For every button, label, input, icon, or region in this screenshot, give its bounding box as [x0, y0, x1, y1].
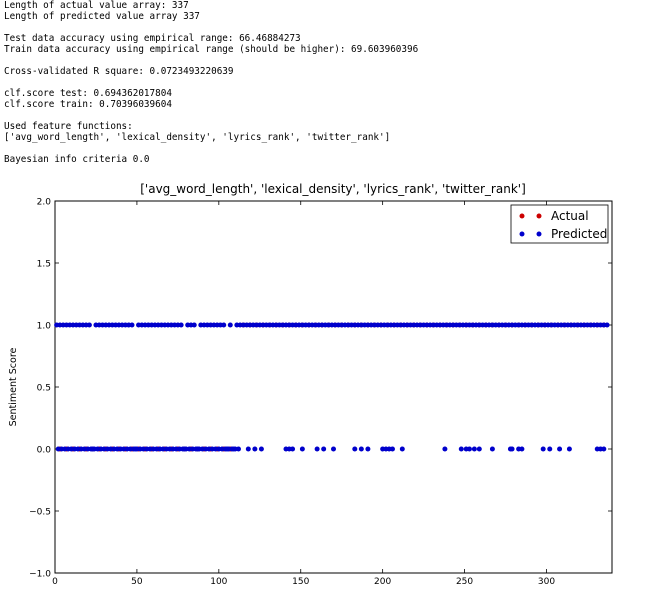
x-axis: 0 50 100 150 200 250 300 — [52, 201, 555, 587]
point-predicted — [352, 446, 358, 452]
x-tick-label: 200 — [374, 577, 391, 587]
point-predicted — [471, 446, 477, 452]
y-tick-label: −0.5 — [29, 508, 51, 518]
data-points — [54, 322, 610, 452]
y-axis-label: Sentiment Score — [8, 347, 19, 426]
point-predicted — [557, 446, 563, 452]
legend-label-actual: Actual — [551, 209, 589, 223]
y-tick-label: 0.0 — [37, 446, 52, 456]
point-predicted — [365, 446, 371, 452]
chart-title: ['avg_word_length', 'lexical_density', '… — [140, 182, 526, 196]
legend-marker-predicted — [536, 231, 542, 237]
point-predicted — [235, 446, 241, 452]
x-tick-label: 150 — [292, 577, 309, 587]
point-predicted — [540, 446, 546, 452]
point-predicted — [519, 446, 525, 452]
y-tick-label: −1.0 — [29, 570, 51, 580]
point-predicted — [221, 322, 227, 328]
point-predicted — [314, 446, 320, 452]
y-tick-label: 1.5 — [37, 260, 51, 270]
console-line: Cross-validated R square: 0.072349322063… — [4, 66, 234, 77]
point-predicted — [604, 322, 610, 328]
point-predicted — [86, 322, 92, 328]
point-predicted — [299, 446, 305, 452]
point-predicted — [331, 446, 336, 452]
point-predicted — [321, 446, 327, 452]
console-line: clf.score test: 0.694362017804 — [4, 88, 172, 99]
point-predicted — [458, 446, 464, 452]
point-predicted — [358, 446, 364, 452]
point-predicted — [290, 446, 296, 452]
legend-marker-predicted — [519, 231, 525, 237]
plot-area — [54, 200, 613, 574]
point-predicted — [245, 446, 251, 452]
x-tick-label: 100 — [210, 577, 227, 587]
point-predicted — [399, 446, 405, 452]
console-output: Length of actual value array: 337 Length … — [4, 0, 418, 165]
legend-box — [510, 204, 609, 244]
console-line: Length of actual value array: 337 — [4, 0, 189, 11]
point-predicted — [509, 446, 515, 452]
y-tick-label: 1.0 — [37, 322, 52, 332]
console-line: Test data accuracy using empirical range… — [4, 33, 301, 44]
point-predicted — [466, 446, 472, 452]
x-tick-label: 300 — [538, 577, 555, 587]
x-tick-label: 50 — [131, 577, 143, 587]
console-line: Used feature functions: — [4, 121, 133, 132]
x-tick-label: 0 — [52, 577, 58, 587]
legend-label-predicted: Predicted — [551, 227, 607, 241]
point-predicted — [129, 322, 135, 328]
y-tick-label: 0.5 — [37, 384, 51, 394]
point-predicted — [442, 446, 448, 452]
x-tick-label: 250 — [456, 577, 473, 587]
legend-marker-actual — [536, 213, 542, 219]
point-predicted — [191, 322, 197, 328]
point-predicted — [389, 446, 395, 452]
console-line: Length of predicted value array 337 — [4, 11, 200, 22]
console-line: Bayesian info criteria 0.0 — [4, 154, 150, 165]
legend: Actual Predicted — [510, 204, 609, 244]
y-axis: −1.0 −0.5 0.0 0.5 1.0 1.5 2.0 — [29, 198, 612, 580]
point-predicted — [258, 446, 264, 452]
point-predicted — [178, 322, 184, 328]
legend-marker-actual — [519, 213, 525, 219]
point-predicted — [566, 446, 572, 452]
point-predicted — [489, 446, 495, 452]
console-line: clf.score train: 0.70396039604 — [4, 99, 172, 110]
point-predicted — [601, 446, 607, 452]
point-predicted — [252, 446, 258, 452]
point-predicted — [476, 446, 482, 452]
y-tick-label: 2.0 — [37, 198, 52, 208]
console-line: ['avg_word_length', 'lexical_density', '… — [4, 132, 391, 143]
point-predicted — [227, 322, 233, 328]
console-line: Train data accuracy using empirical rang… — [4, 44, 419, 55]
point-predicted — [547, 446, 553, 452]
